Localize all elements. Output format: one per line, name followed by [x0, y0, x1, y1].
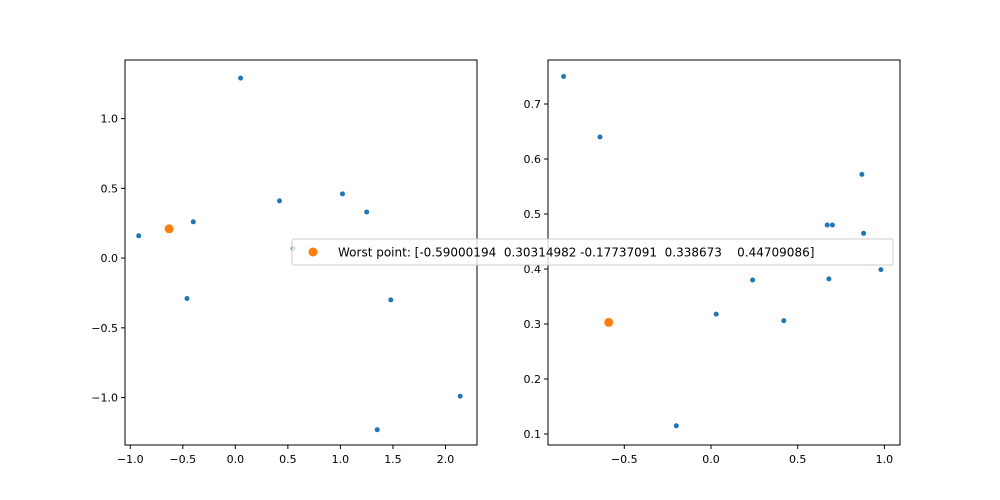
- data-point: [340, 191, 345, 197]
- data-point: [713, 311, 719, 317]
- legend: Worst point: [-0.59000194 0.30314982 -0.…: [291, 238, 894, 266]
- data-point: [388, 297, 394, 303]
- x-tick-label: 0.0: [702, 453, 720, 466]
- data-point: [673, 423, 679, 429]
- x-tick-label: 0.0: [227, 453, 245, 466]
- left-scatter-panel: −1.0 −0.5 0.0 0.5 1.0 1.5 2.0 −1.0 −0.5 0.0 0.5 1.0: [91, 59, 478, 466]
- worst-point: [164, 224, 174, 234]
- data-point: [457, 393, 463, 399]
- data-point: [277, 198, 282, 204]
- legend-marker-worst-point: [308, 247, 318, 257]
- worst-point: [604, 317, 614, 327]
- data-point: [750, 277, 756, 283]
- data-point: [826, 276, 832, 282]
- y-tick-label: 0.6: [524, 153, 542, 166]
- right-scatter-panel: −0.5 0.0 0.5 1.0 0.1 0.2 0.3 0.4 0.5 0.6 0.7: [524, 59, 901, 466]
- data-point: [374, 427, 380, 433]
- x-tick-label: 1.0: [332, 453, 350, 466]
- data-point: [859, 171, 865, 177]
- data-point: [190, 219, 196, 225]
- data-point: [184, 296, 190, 301]
- y-tick-label: 0.5: [101, 182, 119, 195]
- legend-frame: [291, 238, 894, 266]
- x-tick-label: 2.0: [437, 453, 455, 466]
- data-point: [561, 74, 567, 79]
- data-point: [136, 233, 142, 239]
- y-tick-label: 0.3: [524, 318, 542, 331]
- data-point: [597, 134, 603, 140]
- x-tick-label: −0.5: [169, 453, 196, 466]
- x-tick-label: −0.5: [611, 453, 638, 466]
- data-point: [824, 222, 830, 228]
- legend-label: Worst point: [-0.59000194 0.30314982 -0.…: [338, 246, 814, 260]
- x-tick-label: −1.0: [117, 453, 144, 466]
- x-tick-label: 1.0: [876, 453, 894, 466]
- y-tick-label: 1.0: [101, 113, 119, 126]
- data-point: [878, 267, 884, 273]
- y-tick-label: 0.1: [524, 428, 542, 441]
- data-point: [781, 318, 787, 324]
- x-tick-label: 0.5: [789, 453, 807, 466]
- x-tick-label: 0.5: [279, 453, 297, 466]
- data-point: [364, 209, 370, 215]
- y-tick-label: 0.0: [101, 252, 119, 265]
- y-tick-label: 0.5: [524, 208, 542, 221]
- x-tick-label: 1.5: [384, 453, 402, 466]
- data-point: [238, 75, 244, 81]
- y-tick-label: 0.7: [524, 98, 542, 111]
- y-tick-label: 0.4: [524, 263, 542, 276]
- y-tick-label: 0.2: [524, 373, 542, 386]
- data-point: [829, 222, 835, 228]
- data-point: [861, 230, 867, 236]
- y-tick-label: −1.0: [91, 392, 118, 405]
- y-tick-label: −0.5: [91, 322, 118, 335]
